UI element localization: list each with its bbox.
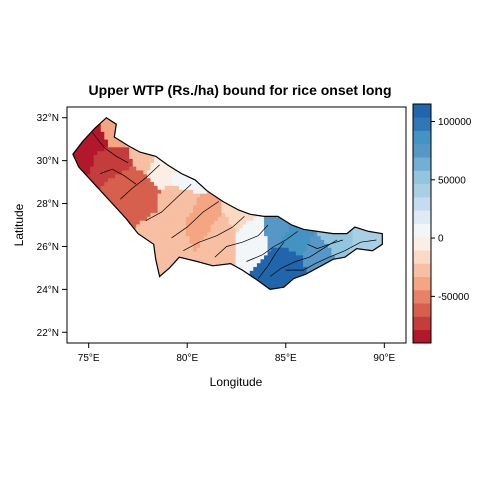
colorbar-tick-label: 0 xyxy=(438,234,444,245)
colorbar-tick-label: 50000 xyxy=(438,175,466,186)
colorbar-swatch xyxy=(413,143,431,158)
district-line xyxy=(183,216,245,252)
colorbar-legend: 100000 50000 0 -50000 xyxy=(412,103,472,344)
y-tick-label: 24°N xyxy=(37,285,59,296)
x-axis: 75°E 80°E 85°E 90°E xyxy=(78,343,396,364)
colorbar-tick-label: 100000 xyxy=(438,117,472,128)
district-line xyxy=(92,132,129,164)
colorbar-swatch xyxy=(413,276,431,291)
plot-frame xyxy=(66,106,407,344)
x-tick-label: 90°E xyxy=(373,353,395,364)
district-line xyxy=(257,241,285,279)
district-line xyxy=(269,239,338,277)
colorbar-swatch xyxy=(413,130,431,145)
colorbar-swatch xyxy=(413,303,431,317)
district-line xyxy=(100,168,137,185)
y-axis: 22°N 24°N 26°N 28°N 30°N 32°N xyxy=(37,113,67,339)
colorbar-swatch xyxy=(413,250,431,264)
y-tick-label: 28°N xyxy=(37,199,59,210)
district-line xyxy=(307,239,344,249)
x-tick-label: 75°E xyxy=(78,353,100,364)
colorbar-swatch xyxy=(413,196,431,211)
x-tick-label: 85°E xyxy=(275,353,297,364)
district-line xyxy=(171,201,219,239)
colorbar-swatch xyxy=(413,236,431,251)
colorbar-frame xyxy=(412,103,432,344)
choropleth-map xyxy=(72,117,383,290)
colorbar-tick-label: -50000 xyxy=(438,292,470,303)
colorbar-swatch xyxy=(413,210,431,224)
colorbar-swatch xyxy=(413,223,431,238)
y-tick-label: 30°N xyxy=(37,156,59,167)
chart-title: Upper WTP (Rs./ha) bound for rice onset … xyxy=(88,82,391,98)
x-axis-label: Longitude xyxy=(210,375,263,389)
colorbar-swatch xyxy=(413,263,431,278)
colorbar-swatch xyxy=(413,316,431,331)
colorbar-swatch xyxy=(413,157,431,171)
y-axis-label: Latitude xyxy=(12,203,26,246)
y-tick-label: 32°N xyxy=(37,113,59,124)
colorbar-swatch xyxy=(413,104,431,118)
x-tick-label: 80°E xyxy=(176,353,198,364)
y-tick-label: 22°N xyxy=(37,328,59,339)
colorbar-swatch xyxy=(413,117,431,131)
region-outline xyxy=(72,116,383,291)
district-line xyxy=(246,231,298,262)
colorbar-swatch xyxy=(413,183,431,198)
colorbar-swatch xyxy=(413,289,431,304)
district-line xyxy=(214,224,269,258)
y-tick-label: 26°N xyxy=(37,242,59,253)
colorbar-swatch xyxy=(413,329,431,344)
district-line xyxy=(285,239,377,271)
colorbar-swatch xyxy=(413,170,431,185)
district-line xyxy=(145,183,192,222)
district-line xyxy=(119,164,160,200)
district-boundaries xyxy=(72,116,383,291)
